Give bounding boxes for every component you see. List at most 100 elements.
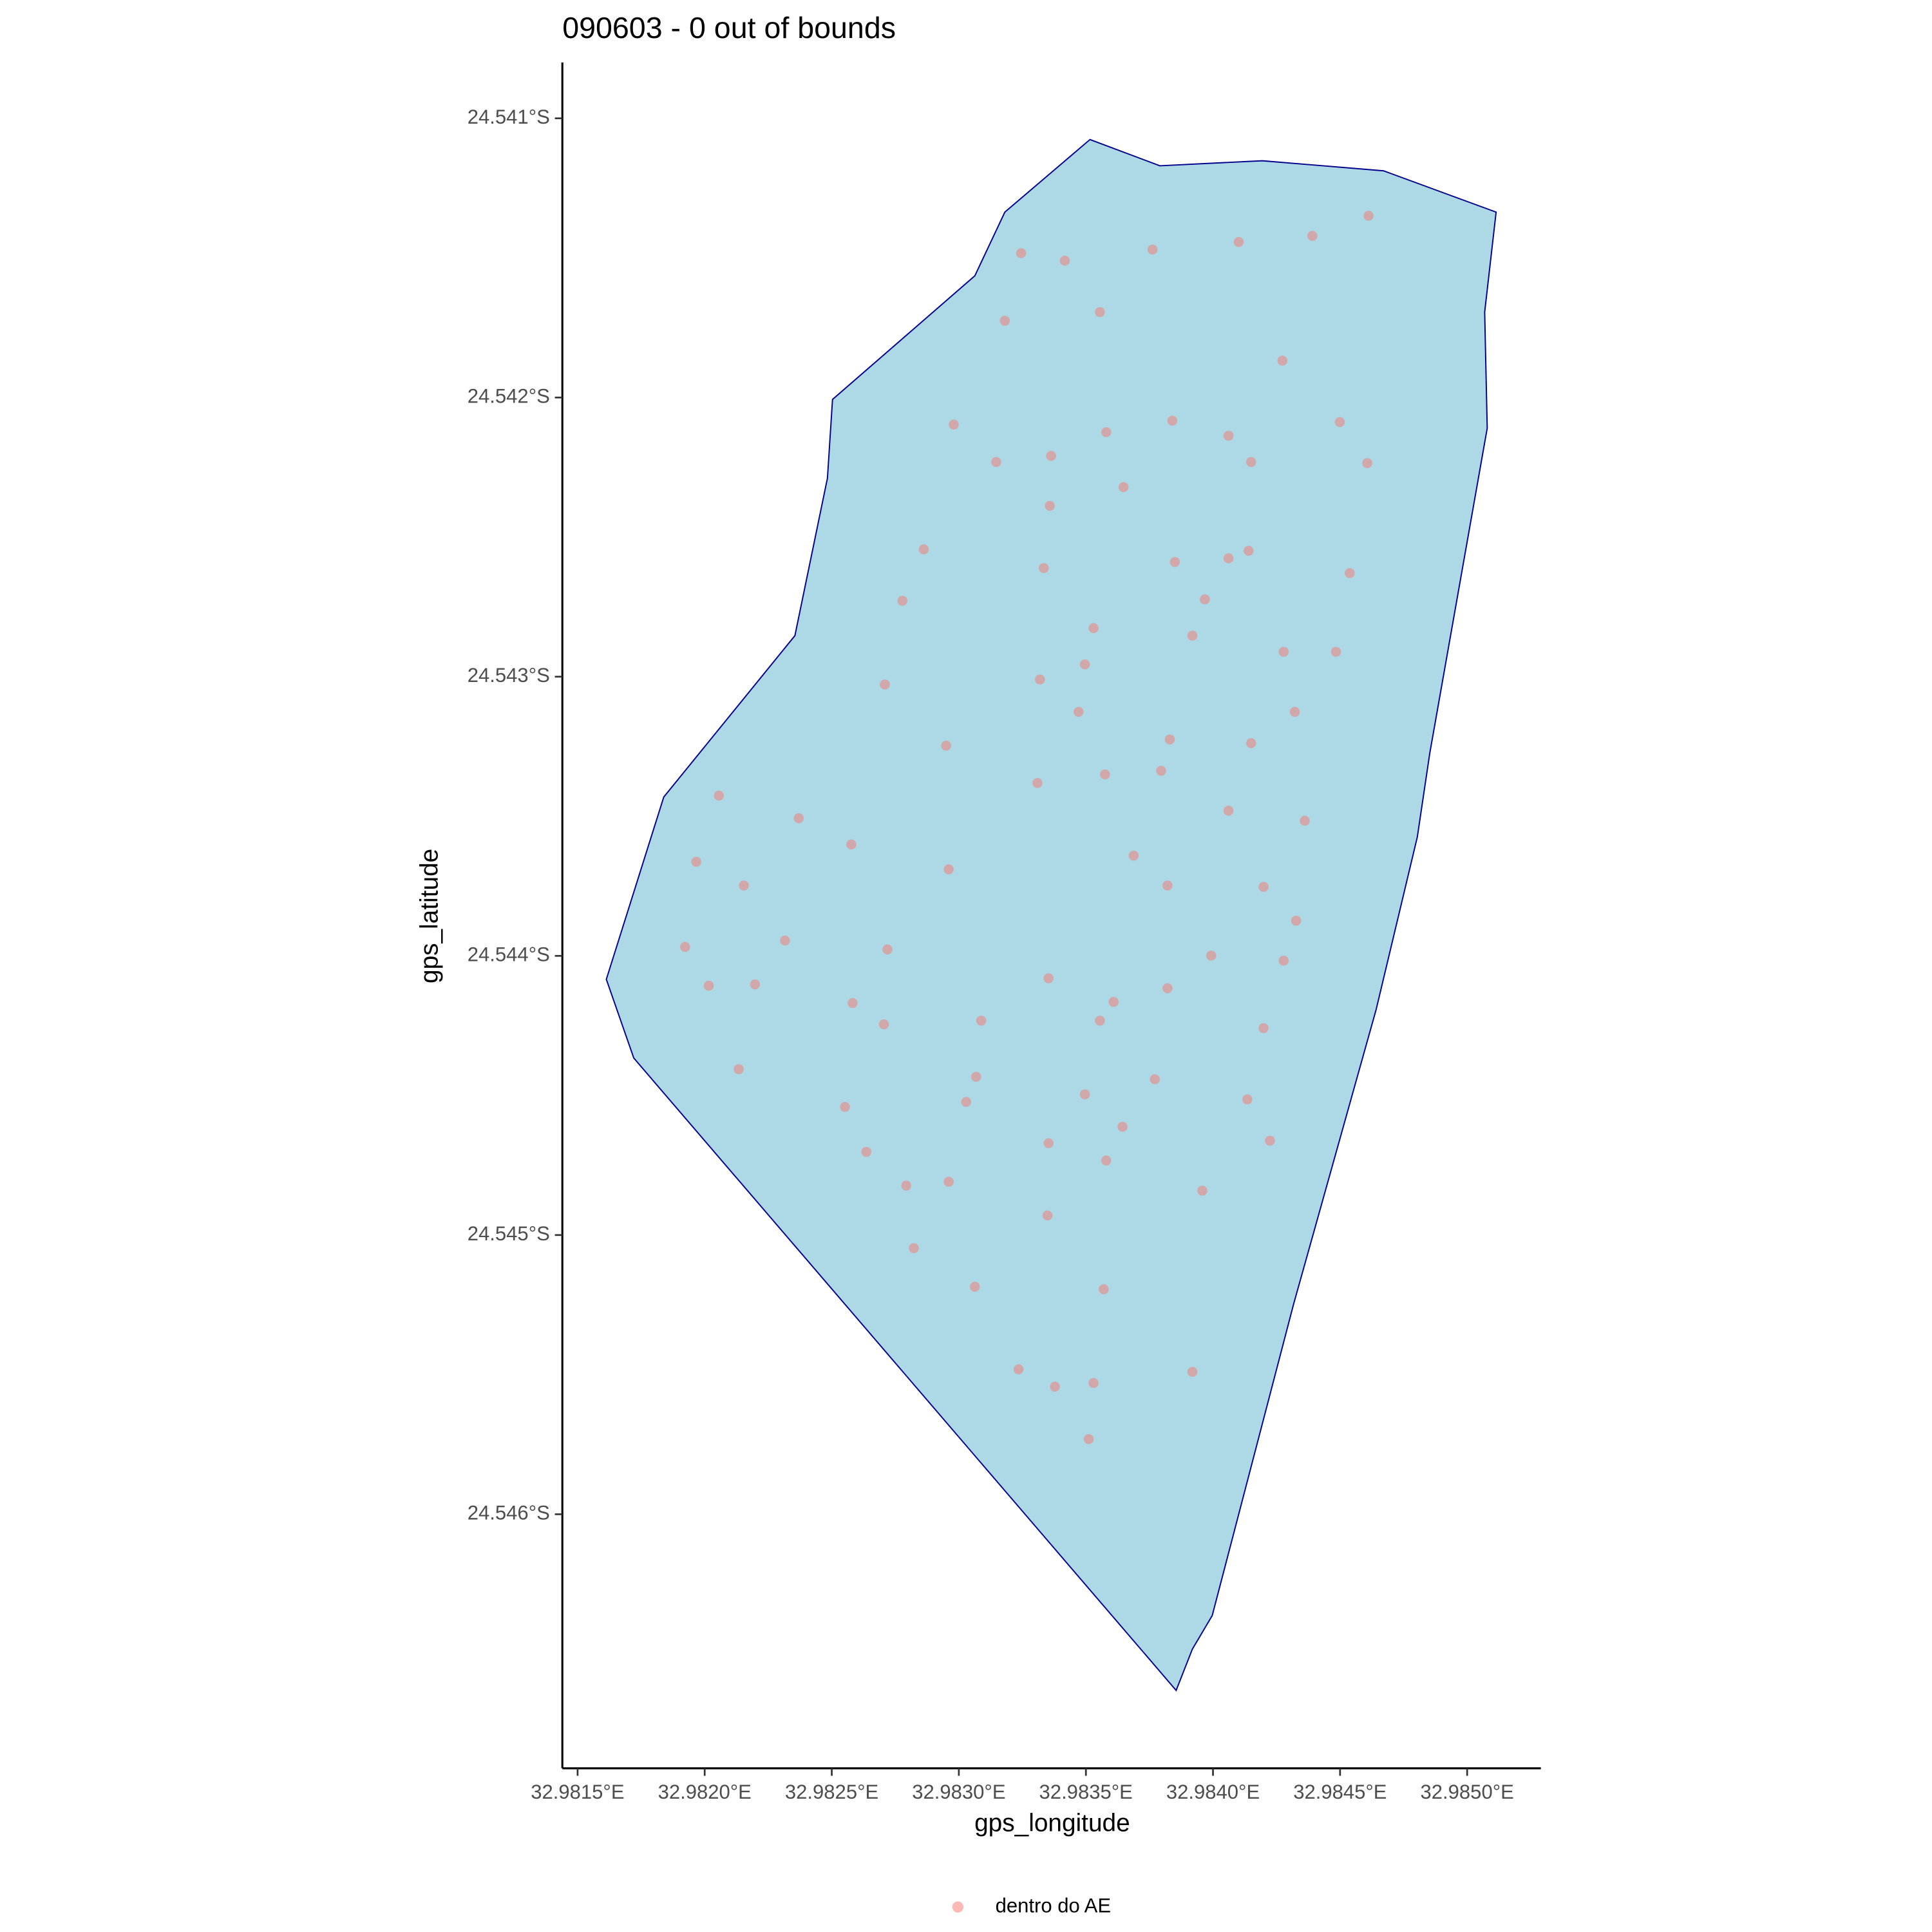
x-axis-title: gps_longitude — [974, 1809, 1130, 1837]
point — [991, 457, 1001, 468]
point — [1043, 1138, 1054, 1148]
y-tick-label: 24.542°S — [468, 384, 550, 407]
legend-key — [952, 1901, 964, 1913]
point — [1289, 706, 1300, 717]
area-boundary — [605, 138, 1497, 1692]
point — [1032, 778, 1043, 788]
point — [1042, 1210, 1053, 1221]
y-tick-label: 24.543°S — [468, 664, 550, 687]
point — [1095, 1016, 1105, 1026]
point — [750, 979, 761, 990]
point — [680, 942, 690, 952]
chart-title: 090603 - 0 out of bounds — [562, 11, 896, 44]
point — [918, 544, 929, 554]
point — [943, 1177, 954, 1187]
legend-label: dentro do AE — [996, 1894, 1111, 1917]
point — [1043, 973, 1054, 983]
x-tick-label: 32.9835°E — [1039, 1781, 1133, 1803]
point — [1362, 458, 1372, 468]
point — [1079, 1089, 1090, 1100]
point — [1277, 355, 1288, 366]
point — [1242, 1094, 1253, 1104]
point — [1108, 997, 1119, 1007]
point — [1100, 769, 1110, 780]
point — [780, 935, 790, 946]
point — [1187, 630, 1198, 641]
point — [714, 790, 724, 801]
point — [1128, 850, 1139, 861]
point — [909, 1243, 919, 1253]
x-tick-label: 32.9830°E — [912, 1781, 1005, 1803]
point — [846, 839, 857, 850]
point — [976, 1016, 987, 1026]
point — [1363, 211, 1374, 221]
point — [1147, 244, 1158, 255]
point — [1223, 806, 1234, 816]
point — [1099, 1284, 1109, 1294]
point — [1245, 457, 1256, 468]
point — [848, 998, 858, 1009]
point — [1162, 983, 1173, 994]
point — [1083, 1434, 1094, 1444]
y-tick-label: 24.541°S — [468, 106, 550, 128]
point — [861, 1146, 871, 1157]
y-tick-label: 24.544°S — [468, 943, 550, 965]
point — [840, 1102, 850, 1112]
point — [1095, 307, 1105, 317]
point — [1088, 623, 1099, 634]
point — [1223, 430, 1234, 441]
x-tick-label: 32.9840°E — [1166, 1781, 1260, 1803]
point — [1223, 553, 1234, 564]
point — [943, 864, 954, 875]
point — [1073, 706, 1084, 717]
point — [1258, 882, 1269, 892]
point — [1200, 594, 1210, 605]
point — [941, 741, 951, 751]
point — [880, 679, 890, 690]
x-tick-label: 32.9845°E — [1293, 1781, 1387, 1803]
x-tick-label: 32.9820°E — [658, 1781, 752, 1803]
point — [1088, 1378, 1099, 1388]
point — [1300, 815, 1310, 826]
point — [971, 1072, 981, 1082]
point — [1187, 1367, 1198, 1377]
point — [1079, 659, 1090, 670]
point — [691, 857, 701, 867]
point — [1118, 482, 1129, 493]
point — [703, 980, 714, 991]
point — [1307, 231, 1318, 241]
point — [1345, 568, 1355, 578]
point — [897, 596, 908, 606]
point — [1045, 500, 1055, 511]
point — [1258, 1023, 1269, 1034]
point — [1117, 1121, 1128, 1132]
point — [882, 944, 893, 955]
point — [1265, 1135, 1275, 1146]
y-tick-label: 24.546°S — [468, 1502, 550, 1524]
point — [1046, 451, 1056, 461]
point — [1164, 734, 1175, 745]
point — [969, 1282, 980, 1292]
point — [734, 1064, 744, 1075]
point — [1233, 237, 1244, 247]
point — [1035, 674, 1045, 685]
y-tick-label: 24.545°S — [468, 1222, 550, 1245]
point — [1162, 880, 1173, 891]
point — [878, 1019, 889, 1030]
point — [1101, 1155, 1112, 1166]
x-tick-label: 32.9850°E — [1421, 1781, 1514, 1803]
point — [1245, 738, 1256, 748]
point — [1050, 1381, 1060, 1392]
point — [1150, 1074, 1160, 1084]
point — [1197, 1186, 1208, 1196]
point — [1170, 556, 1180, 567]
point — [1334, 417, 1345, 428]
point — [1206, 951, 1217, 961]
point — [1167, 415, 1178, 426]
point — [1101, 427, 1112, 437]
point — [1038, 563, 1049, 573]
x-tick-label: 32.9825°E — [785, 1781, 878, 1803]
y-axis-title: gps_latitude — [416, 849, 444, 983]
